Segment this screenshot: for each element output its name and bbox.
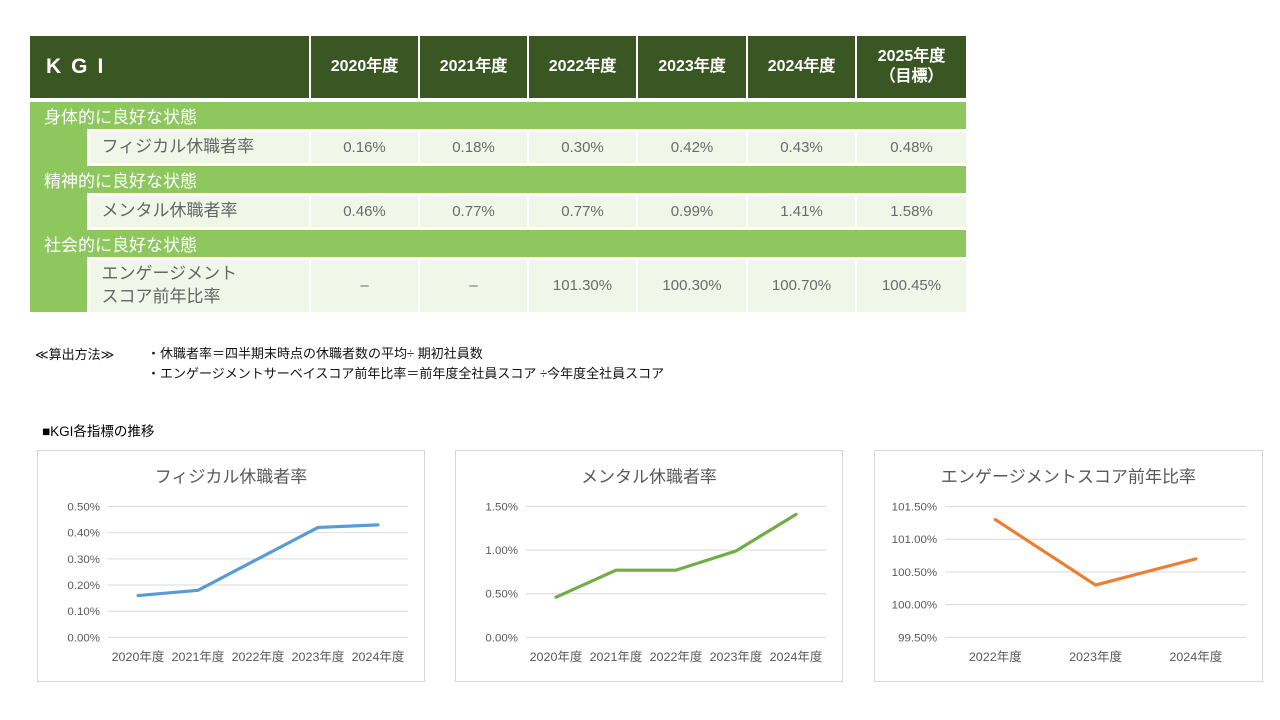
chart-title: エンゲージメントスコア前年比率 — [941, 468, 1196, 487]
y-tick-label: 101.50% — [892, 502, 937, 514]
value-cell: 0.46% — [309, 192, 419, 228]
y-tick-label: 0.50% — [485, 589, 518, 601]
value-cell: – — [309, 256, 419, 312]
series-line — [554, 512, 798, 599]
year-header-2021: 2021年度 — [418, 36, 528, 102]
x-tick-label: 2024年度 — [352, 649, 405, 664]
notes-line: ・エンゲージメントサーベイスコア前年比率＝前年度全社員スコア ÷今年度全社員スコ… — [147, 366, 665, 381]
indicator-stub — [30, 258, 88, 312]
calculation-notes: ≪算出方法≫ ・休職者率＝四半期末時点の休職者数の平均÷ 期初社員数 ・エンゲー… — [35, 344, 664, 384]
value-cell: 100.45% — [855, 256, 966, 312]
x-tick-label: 2020年度 — [530, 649, 583, 664]
year-header-2025-target: 2025年度 （目標） — [855, 36, 966, 102]
value-cell: 0.77% — [418, 192, 528, 228]
indicator-name-physical: フィジカル休職者率 — [86, 128, 310, 164]
value-cell: 0.43% — [746, 128, 856, 164]
value-cell: 0.48% — [855, 128, 966, 164]
value-cell: 100.30% — [636, 256, 747, 312]
y-tick-label: 101.00% — [892, 534, 937, 546]
notes-heading: ≪算出方法≫ — [35, 347, 115, 362]
y-tick-label: 1.00% — [485, 545, 518, 557]
section-stub — [30, 100, 88, 130]
x-tick-label: 2021年度 — [172, 649, 225, 664]
indicator-name-engagement: エンゲージメント スコア前年比率 — [86, 256, 310, 312]
section-stub — [30, 228, 88, 258]
y-tick-label: 0.40% — [67, 528, 100, 540]
x-tick-label: 2024年度 — [1169, 649, 1222, 664]
section-row-mental: 精神的に良好な状態 — [30, 162, 966, 194]
year-header-2023: 2023年度 — [636, 36, 747, 102]
section-stub — [30, 164, 88, 194]
x-tick-label: 2023年度 — [710, 649, 763, 664]
x-tick-label: 2022年度 — [232, 649, 285, 664]
chart-physical-absence-rate: フィジカル休職者率 0.00% 0.10% 0.20% 0.30% 0.40% 0.50% 2… — [37, 450, 425, 682]
kgi-table: KGI 2020年度 2021年度 2022年度 2023年度 2024年度 2… — [30, 36, 966, 312]
chart-title: メンタル休職者率 — [581, 468, 717, 487]
y-tick-label: 0.00% — [485, 632, 518, 644]
value-cell: – — [418, 256, 528, 312]
value-cell: 0.99% — [636, 192, 747, 228]
value-cell: 0.30% — [527, 128, 637, 164]
x-tick-label: 2020年度 — [112, 649, 165, 664]
indicator-row-physical: フィジカル休職者率 0.16% 0.18% 0.30% 0.42% 0.43% … — [30, 128, 966, 164]
y-tick-label: 99.50% — [898, 632, 937, 644]
value-cell: 1.58% — [855, 192, 966, 228]
section-row-social: 社会的に良好な状態 — [30, 226, 966, 258]
x-tick-label: 2023年度 — [1069, 649, 1122, 664]
y-tick-label: 0.10% — [67, 606, 100, 618]
section-label-social: 社会的に良好な状態 — [44, 226, 966, 258]
year-header-2022: 2022年度 — [527, 36, 637, 102]
line-chart: エンゲージメントスコア前年比率 99.50% 100.00% 100.50% 101.0… — [892, 468, 1246, 664]
y-tick-label: 0.00% — [67, 632, 100, 644]
value-cell: 101.30% — [527, 256, 637, 312]
line-chart: フィジカル休職者率 0.00% 0.10% 0.20% 0.30% 0.40% 0.50% 2… — [67, 468, 408, 664]
y-tick-label: 0.20% — [67, 580, 100, 592]
indicator-row-engagement: エンゲージメント スコア前年比率 – – 101.30% 100.30% 100… — [30, 256, 966, 312]
chart-title: フィジカル休職者率 — [155, 468, 308, 487]
value-cell: 0.18% — [418, 128, 528, 164]
y-tick-label: 0.30% — [67, 554, 100, 566]
section-row-physical: 身体的に良好な状態 — [30, 98, 966, 130]
notes-lines: ・休職者率＝四半期末時点の休職者数の平均÷ 期初社員数 ・エンゲージメントサーベ… — [147, 344, 664, 384]
notes-line: ・休職者率＝四半期末時点の休職者数の平均÷ 期初社員数 — [147, 346, 483, 361]
value-cell: 0.16% — [309, 128, 419, 164]
value-cell: 0.77% — [527, 192, 637, 228]
y-tick-label: 100.50% — [892, 567, 937, 579]
x-tick-label: 2022年度 — [650, 649, 703, 664]
year-header-2024: 2024年度 — [746, 36, 856, 102]
table-header-row: KGI 2020年度 2021年度 2022年度 2023年度 2024年度 2… — [30, 36, 966, 102]
x-tick-label: 2024年度 — [770, 649, 823, 664]
line-chart: メンタル休職者率 0.00% 0.50% 1.00% 1.50% 2020年度 2021年度… — [485, 468, 826, 664]
x-tick-label: 2023年度 — [292, 649, 345, 664]
value-cell: 0.42% — [636, 128, 747, 164]
y-tick-label: 1.50% — [485, 502, 518, 514]
value-cell: 100.70% — [746, 256, 856, 312]
x-tick-label: 2022年度 — [969, 649, 1022, 664]
y-tick-label: 100.00% — [892, 600, 937, 612]
series-line — [136, 523, 380, 598]
indicator-row-mental: メンタル休職者率 0.46% 0.77% 0.77% 0.99% 1.41% 1… — [30, 192, 966, 228]
series-line — [993, 518, 1198, 587]
y-tick-label: 0.50% — [67, 502, 100, 514]
section-label-mental: 精神的に良好な状態 — [44, 162, 966, 194]
charts-section-title: ■KGI各指標の推移 — [42, 424, 155, 439]
x-tick-label: 2021年度 — [590, 649, 643, 664]
indicator-stub — [30, 130, 88, 164]
indicator-stub — [30, 194, 88, 228]
chart-mental-absence-rate: メンタル休職者率 0.00% 0.50% 1.00% 1.50% 2020年度 2021年度… — [455, 450, 843, 682]
year-header-2020: 2020年度 — [309, 36, 419, 102]
section-label-physical: 身体的に良好な状態 — [44, 98, 966, 130]
indicator-name-mental: メンタル休職者率 — [86, 192, 310, 228]
chart-engagement-score-ratio: エンゲージメントスコア前年比率 99.50% 100.00% 100.50% 101.0… — [874, 450, 1263, 682]
table-title: KGI — [30, 36, 310, 102]
value-cell: 1.41% — [746, 192, 856, 228]
